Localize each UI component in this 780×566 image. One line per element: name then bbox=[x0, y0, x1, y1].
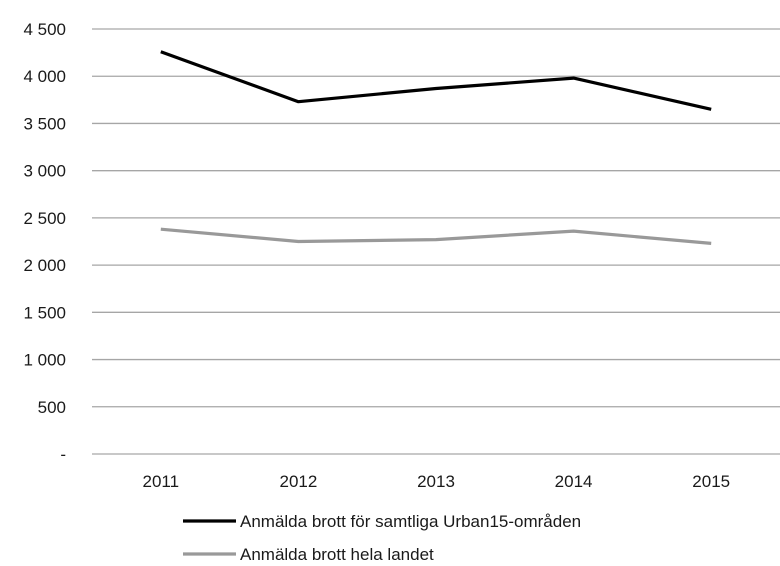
series-line-2 bbox=[160, 227, 712, 245]
legend: Anmälda brott för samtliga Urban15-områd… bbox=[183, 512, 581, 564]
x-tick-label: 2012 bbox=[279, 472, 317, 491]
x-tick-label: 2014 bbox=[555, 472, 593, 491]
x-tick-label: 2011 bbox=[143, 472, 180, 491]
y-tick-label: 1 000 bbox=[23, 351, 66, 370]
y-tick-label: 3 500 bbox=[23, 114, 66, 133]
series-lines bbox=[160, 50, 712, 245]
x-tick-label: 2015 bbox=[692, 472, 730, 491]
series-line-1 bbox=[160, 50, 712, 111]
y-tick-label: 4 500 bbox=[23, 20, 66, 39]
y-tick-label: 2 000 bbox=[23, 256, 66, 275]
y-tick-label: 500 bbox=[38, 398, 66, 417]
y-axis-tick-labels: - 500 1 000 1 500 2 000 2 500 3 000 3 500 4 000 4… bbox=[23, 20, 66, 464]
y-tick-label: 2 500 bbox=[23, 209, 66, 228]
y-tick-label: 3 000 bbox=[23, 162, 66, 181]
y-tick-label: 1 500 bbox=[23, 303, 66, 322]
gridlines bbox=[92, 28, 780, 455]
legend-label-2: Anmälda brott hela landet bbox=[240, 545, 434, 564]
legend-label-1: Anmälda brott för samtliga Urban15-områd… bbox=[240, 512, 581, 531]
y-tick-label: - bbox=[60, 445, 66, 464]
x-tick-label: 2013 bbox=[417, 472, 455, 491]
y-tick-label: 4 000 bbox=[23, 67, 66, 86]
x-axis-tick-labels: 2011 2012 2013 2014 2015 bbox=[143, 472, 731, 491]
